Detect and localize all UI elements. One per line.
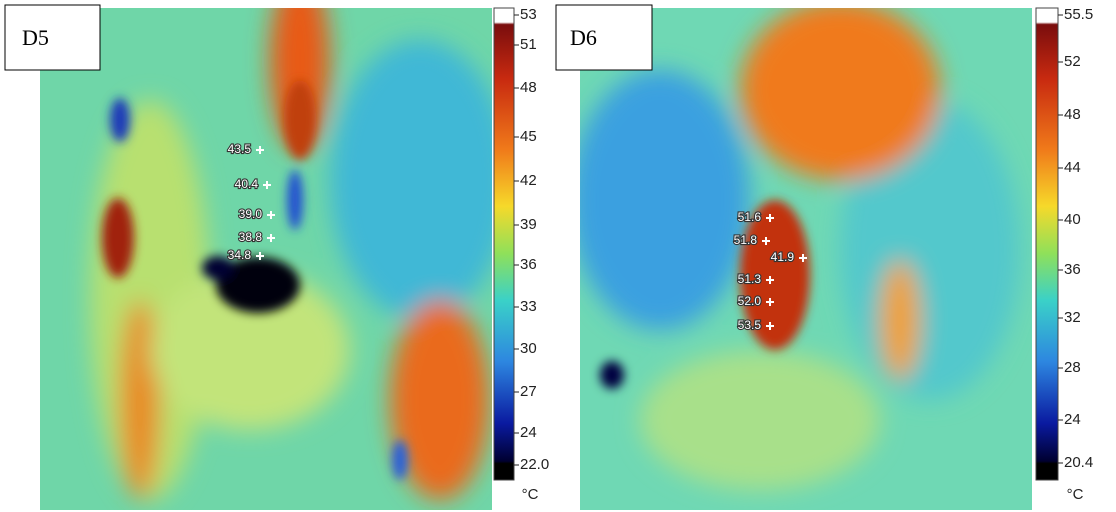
spot-reading: 51.3 <box>738 272 762 286</box>
unit-label: °C <box>522 486 539 503</box>
spot-reading: 43.5 <box>228 142 252 156</box>
scale-tick-label: 22.0 <box>520 456 549 473</box>
scale-tick-label: 42 <box>520 172 537 189</box>
figure: D5 °C 53 51 48 45 42 39 36 33 30 27 24 22.0 43.5 40.4 39… <box>0 0 1116 512</box>
color-scale <box>1036 8 1058 480</box>
spot-reading: 40.4 <box>235 177 259 191</box>
color-scale <box>494 8 514 480</box>
scale-tick-label: 20.4 <box>1064 454 1093 471</box>
scale-tick-label: 45 <box>520 128 537 145</box>
scale-tick-label: 32 <box>1064 309 1081 326</box>
scale-tick-label: 52 <box>1064 53 1081 70</box>
scale-tick-label: 44 <box>1064 159 1081 176</box>
scale-tick-label: 48 <box>1064 106 1081 123</box>
scale-tick-label: 53 <box>520 6 537 23</box>
unit-label: °C <box>1067 486 1084 503</box>
scale-tick-label: 24 <box>520 424 537 441</box>
scale-tick-label: 36 <box>520 256 537 273</box>
scale-tick-label: 33 <box>520 298 537 315</box>
scale-tick-label: 48 <box>520 79 537 96</box>
scale-tick-label: 40 <box>1064 211 1081 228</box>
spot-reading: 51.8 <box>734 233 758 247</box>
scale-tick-label: 30 <box>520 340 537 357</box>
scale-tick-label: 39 <box>520 216 537 233</box>
spot-reading: 51.6 <box>738 210 762 224</box>
scale-tick-label: 27 <box>520 383 537 400</box>
scale-tick-label: 55.5 <box>1064 6 1093 23</box>
panel-label-box <box>5 5 100 70</box>
scale-tick-label: 36 <box>1064 261 1081 278</box>
panel-label: D5 <box>22 25 49 50</box>
scale-tick-label: 28 <box>1064 359 1081 376</box>
thermal-image <box>570 0 1032 510</box>
scale-tick-label: 24 <box>1064 411 1081 428</box>
spot-reading: 52.0 <box>738 294 762 308</box>
panel-label: D6 <box>570 25 597 50</box>
spot-reading: 39.0 <box>239 207 263 221</box>
spot-reading: 53.5 <box>738 318 762 332</box>
scale-tick-label: 51 <box>520 36 537 53</box>
spot-reading: 34.8 <box>228 248 252 262</box>
thermal-figure: D5 °C 53 51 48 45 42 39 36 33 30 27 24 22.0 43.5 40.4 39… <box>0 0 1116 512</box>
spot-reading: 41.9 <box>771 250 795 264</box>
thermal-image <box>40 0 510 510</box>
spot-reading: 38.8 <box>239 230 263 244</box>
